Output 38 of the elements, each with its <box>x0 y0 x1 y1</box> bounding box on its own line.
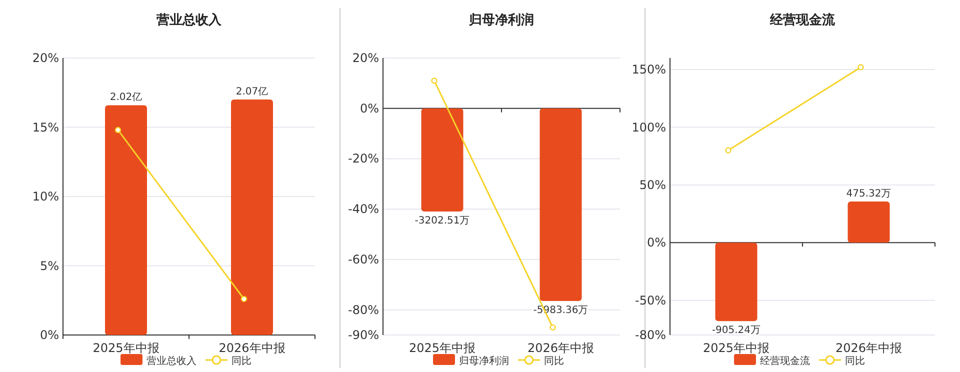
y-tick-label: 0% <box>646 236 666 250</box>
y-tick-label: -80% <box>634 328 666 342</box>
legend-label: 经营现金流 <box>760 355 810 367</box>
y-tick-label: 15% <box>32 120 59 134</box>
chart-title: 营业总收入 <box>156 12 222 28</box>
chart-title: 经营现金流 <box>769 12 836 28</box>
x-tick-label: 2026年中报 <box>835 341 902 355</box>
y-tick-label: 150% <box>632 62 666 77</box>
x-tick-label: 2026年中报 <box>527 341 594 355</box>
data-label: -3202.51万 <box>414 215 470 226</box>
legend-label: 同比 <box>232 355 252 367</box>
y-tick-label: 0% <box>360 101 379 116</box>
y-tick-label: 20% <box>32 51 59 65</box>
legend-label: 归母净利润 <box>459 355 509 367</box>
x-tick-label: 2025年中报 <box>702 341 770 355</box>
y-tick-label: 10% <box>32 190 59 204</box>
data-label: 475.32万 <box>846 188 892 200</box>
data-label: 2.02亿 <box>110 92 142 104</box>
x-tick-label: 2025年中报 <box>408 341 476 355</box>
x-tick-label: 2026年中报 <box>218 341 286 355</box>
y-tick-label: -80% <box>348 302 379 317</box>
y-tick-label: 50% <box>639 178 666 192</box>
y-tick-label: -60% <box>348 252 379 266</box>
data-label: 2.07亿 <box>236 86 268 98</box>
y-tick-label: 20% <box>352 51 379 65</box>
y-tick-label: -90% <box>348 328 379 342</box>
chart-title: 归母净利润 <box>468 12 534 28</box>
y-tick-label: -20% <box>348 152 379 166</box>
legend-label: 同比 <box>544 355 564 367</box>
y-tick-label: -40% <box>348 202 379 216</box>
data-label: -905.24万 <box>712 325 761 336</box>
y-tick-label: 100% <box>632 120 666 134</box>
y-tick-label: -50% <box>634 293 666 308</box>
x-tick-label: 2025年中报 <box>92 341 160 355</box>
legend-label: 同比 <box>845 355 865 367</box>
y-tick-label: 0% <box>40 328 59 342</box>
legend-label: 营业总收入 <box>146 355 196 367</box>
y-tick-label: 5% <box>40 258 59 273</box>
